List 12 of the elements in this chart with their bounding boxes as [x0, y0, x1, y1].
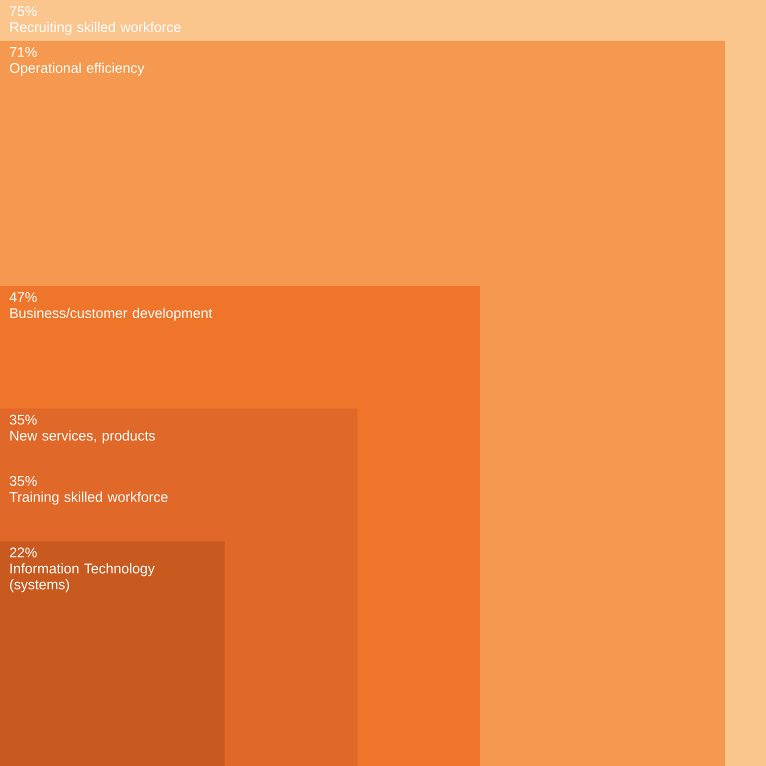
category-label: Recruiting skilled workforce — [10, 22, 181, 35]
category-label: Training skilled workforce — [10, 492, 168, 505]
data-label: 35% — [10, 476, 37, 486]
data-label: 35% — [10, 414, 37, 425]
category-label: New services, products — [10, 430, 155, 444]
data-label: 22% — [10, 548, 37, 558]
data-label: 47% — [10, 292, 37, 302]
category-label: Information Technology (systems) — [10, 563, 155, 592]
data-label: 75% — [10, 6, 37, 16]
category-label: Business/customer development — [10, 308, 212, 321]
category-label: Operational efficiency — [10, 62, 144, 76]
data-label: 71% — [10, 47, 37, 57]
